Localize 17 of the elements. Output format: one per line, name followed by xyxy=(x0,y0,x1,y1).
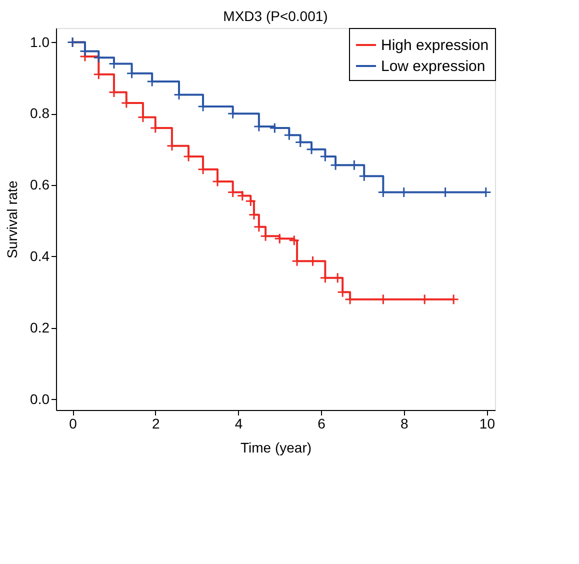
x-axis-title: Time (year) xyxy=(240,440,312,456)
y-tick-label: 0.4 xyxy=(30,248,50,264)
y-tick-label: 0.2 xyxy=(30,319,50,336)
y-tick-label: 0.6 xyxy=(30,176,50,193)
x-tick-label: 2 xyxy=(152,416,160,432)
y-axis-title: Survival rate xyxy=(4,180,20,258)
x-tick-label: 6 xyxy=(318,416,326,432)
chart-title: MXD3 (P<0.001) xyxy=(223,8,328,24)
y-tick-label: 1.0 xyxy=(30,34,50,50)
x-tick-label: 4 xyxy=(234,416,243,432)
y-tick-label: 0.0 xyxy=(30,390,50,407)
legend-label: High expression xyxy=(381,37,489,54)
legend-label: Low expression xyxy=(381,58,486,75)
y-tick-label: 0.8 xyxy=(30,105,50,122)
x-tick-label: 10 xyxy=(479,416,496,432)
x-tick-label: 8 xyxy=(400,416,408,432)
x-tick-label: 0 xyxy=(69,416,78,432)
